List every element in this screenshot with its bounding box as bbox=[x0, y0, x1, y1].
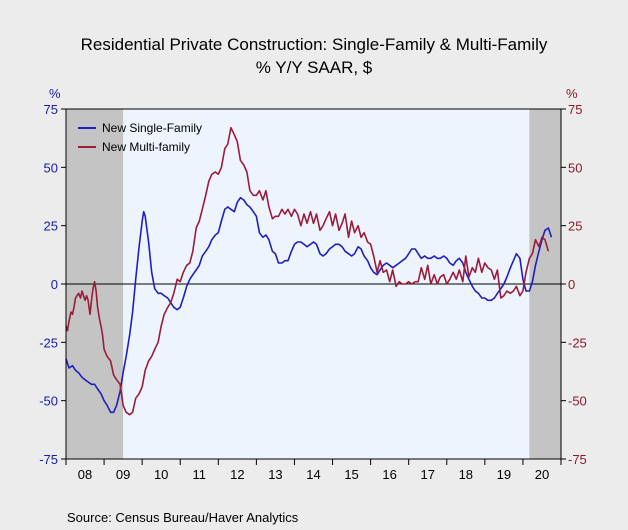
series-line-1 bbox=[65, 126, 550, 416]
x-tick-label-1: 09 bbox=[116, 467, 130, 482]
series-line-0 bbox=[65, 196, 553, 414]
y-tick-label-left-0: 75 bbox=[44, 102, 58, 117]
y-tick-label-left-5: -50 bbox=[39, 394, 58, 409]
y-tick-label-left-1: 50 bbox=[44, 160, 58, 175]
legend: New Single-Family New Multi-family bbox=[78, 121, 202, 154]
x-tick-label-5: 13 bbox=[268, 467, 282, 482]
x-tick-label-12: 20 bbox=[535, 467, 549, 482]
x-tick-label-0: 08 bbox=[78, 467, 92, 482]
y-tick-label-left-6: -75 bbox=[39, 452, 58, 467]
chart-title: Residential Private Construction: Single… bbox=[81, 35, 548, 54]
y-tick-label-right-2: 25 bbox=[568, 219, 582, 234]
y-tick-label-right-4: -25 bbox=[568, 335, 587, 350]
y-tick-label-left-2: 25 bbox=[44, 219, 58, 234]
chart-subtitle: % Y/Y SAAR, $ bbox=[256, 58, 373, 77]
legend-label-multi-family: New Multi-family bbox=[102, 140, 190, 154]
x-tick-label-7: 15 bbox=[344, 467, 358, 482]
x-tick-label-2: 10 bbox=[154, 467, 168, 482]
x-tick-label-10: 18 bbox=[459, 467, 473, 482]
y-tick-label-right-3: 0 bbox=[568, 277, 575, 292]
x-tick-label-4: 12 bbox=[230, 467, 244, 482]
legend-label-single-family: New Single-Family bbox=[102, 121, 202, 135]
y-tick-label-right-0: 75 bbox=[568, 102, 582, 117]
y-tick-label-right-6: -75 bbox=[568, 452, 587, 467]
y-tick-label-right-5: -50 bbox=[568, 394, 587, 409]
plot-area: 75 75 50 50 25 25 0 0 -25 -25 -50 -50 -75 -75 08 09 10 11… bbox=[39, 102, 587, 482]
x-tick-label-8: 16 bbox=[382, 467, 396, 482]
x-tick-label-11: 19 bbox=[497, 467, 511, 482]
source-note: Source: Census Bureau/Haver Analytics bbox=[67, 510, 299, 525]
right-axis-unit: % bbox=[566, 86, 578, 101]
y-tick-label-right-1: 50 bbox=[568, 160, 582, 175]
y-tick-label-left-4: -25 bbox=[39, 335, 58, 350]
left-axis-unit: % bbox=[49, 86, 61, 101]
x-tick-label-9: 17 bbox=[420, 467, 434, 482]
y-tick-label-left-3: 0 bbox=[51, 277, 58, 292]
x-tick-label-6: 14 bbox=[306, 467, 320, 482]
x-tick-label-3: 11 bbox=[193, 467, 207, 482]
